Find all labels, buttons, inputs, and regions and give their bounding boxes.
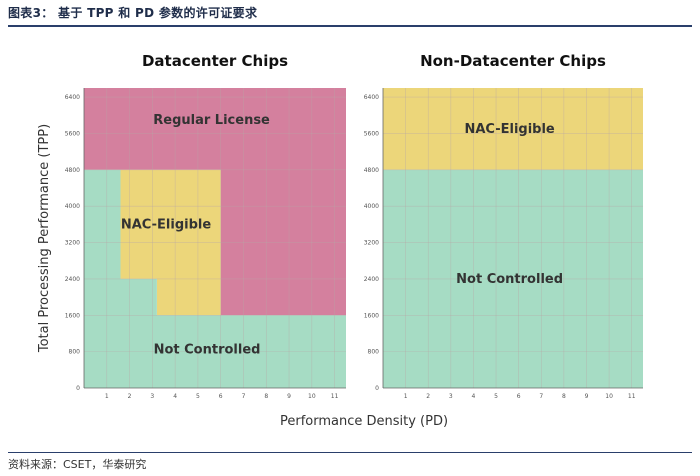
dc-x-tick-label: 10 bbox=[308, 393, 316, 400]
dc-y-axis-label: Total Processing Performance (TPP) bbox=[37, 124, 52, 353]
ndc-x-tick-label: 10 bbox=[605, 393, 613, 400]
ndc-x-tick-label: 9 bbox=[585, 393, 589, 400]
ndc-x-tick-label: 7 bbox=[539, 393, 543, 400]
dc-x-tick-label: 9 bbox=[287, 393, 291, 400]
ndc-y-tick-label: 2400 bbox=[364, 276, 379, 283]
dc-x-tick-label: 11 bbox=[331, 393, 339, 400]
ndc-y-tick-label: 1600 bbox=[364, 312, 379, 319]
dc-x-tick-label: 6 bbox=[219, 393, 223, 400]
ndc-y-tick-label: 800 bbox=[368, 349, 380, 356]
dc-y-tick-label: 4800 bbox=[65, 167, 80, 174]
ndc-x-tick-label: 3 bbox=[449, 393, 453, 400]
dc-region-not-controlled bbox=[84, 169, 346, 388]
ndc-x-tick-label: 1 bbox=[404, 393, 408, 400]
ndc-y-tick-label: 4000 bbox=[364, 203, 379, 210]
dc-x-tick-label: 1 bbox=[105, 393, 109, 400]
ndc-region-label: Not Controlled bbox=[456, 272, 563, 287]
dc-region-label: Not Controlled bbox=[154, 342, 261, 357]
bottom-rule bbox=[8, 452, 692, 453]
dc-x-tick-label: 4 bbox=[173, 393, 177, 400]
dc-y-tick-label: 800 bbox=[69, 349, 81, 356]
ndc-chart: 1 2 3 4 5 6 7 8 9 10 11 0 800 1600 2400 3200 4000 4800 560… bbox=[364, 52, 643, 400]
ndc-region-label: NAC-Eligible bbox=[464, 122, 554, 137]
figure-title: 图表3： 基于 TPP 和 PD 参数的许可证要求 bbox=[8, 6, 258, 20]
dc-x-tick-label: 3 bbox=[150, 393, 154, 400]
ndc-x-tick-label: 4 bbox=[472, 393, 476, 400]
ndc-x-tick-label: 5 bbox=[494, 393, 498, 400]
ndc-chart-title: Non-Datacenter Chips bbox=[420, 52, 606, 70]
ndc-x-tick-label: 8 bbox=[562, 393, 566, 400]
dc-x-tick-label: 8 bbox=[264, 393, 268, 400]
dc-y-tick-label: 2400 bbox=[65, 276, 80, 283]
dc-x-tick-label: 5 bbox=[196, 393, 200, 400]
dc-chart: 1 2 3 4 5 6 7 8 9 10 11080016002400320040004800560… bbox=[37, 52, 448, 429]
source-note: 资料来源：CSET，华泰研究 bbox=[8, 458, 147, 471]
ndc-y-tick-label: 4800 bbox=[364, 167, 379, 174]
dc-region-label: Regular License bbox=[153, 113, 270, 128]
dc-y-tick-label: 6400 bbox=[65, 94, 80, 101]
ndc-x-tick-label: 6 bbox=[517, 393, 521, 400]
dc-x-tick-label: 2 bbox=[128, 393, 132, 400]
dc-chart-title: Datacenter Chips bbox=[142, 52, 288, 70]
x-axis-label: Performance Density (PD) bbox=[280, 414, 448, 429]
dc-y-tick-label: 5600 bbox=[65, 130, 80, 137]
dc-y-tick-label: 4000 bbox=[65, 203, 80, 210]
ndc-y-tick-label: 3200 bbox=[364, 240, 379, 247]
dc-y-tick-label: 0 bbox=[76, 385, 80, 392]
top-rule bbox=[8, 25, 692, 27]
ndc-y-tick-label: 6400 bbox=[364, 94, 379, 101]
dc-y-tick-label: 1600 bbox=[65, 312, 80, 319]
ndc-region-nac-eligible bbox=[383, 88, 643, 170]
dc-region-regular-license bbox=[84, 88, 346, 316]
dc-region-label: NAC-Eligible bbox=[121, 217, 211, 232]
dc-x-tick-label: 7 bbox=[242, 393, 246, 400]
ndc-x-tick-label: 11 bbox=[628, 393, 636, 400]
ndc-x-tick-label: 2 bbox=[426, 393, 430, 400]
dc-y-tick-label: 3200 bbox=[65, 240, 80, 247]
ndc-y-tick-label: 5600 bbox=[364, 130, 379, 137]
ndc-y-tick-label: 0 bbox=[375, 385, 379, 392]
